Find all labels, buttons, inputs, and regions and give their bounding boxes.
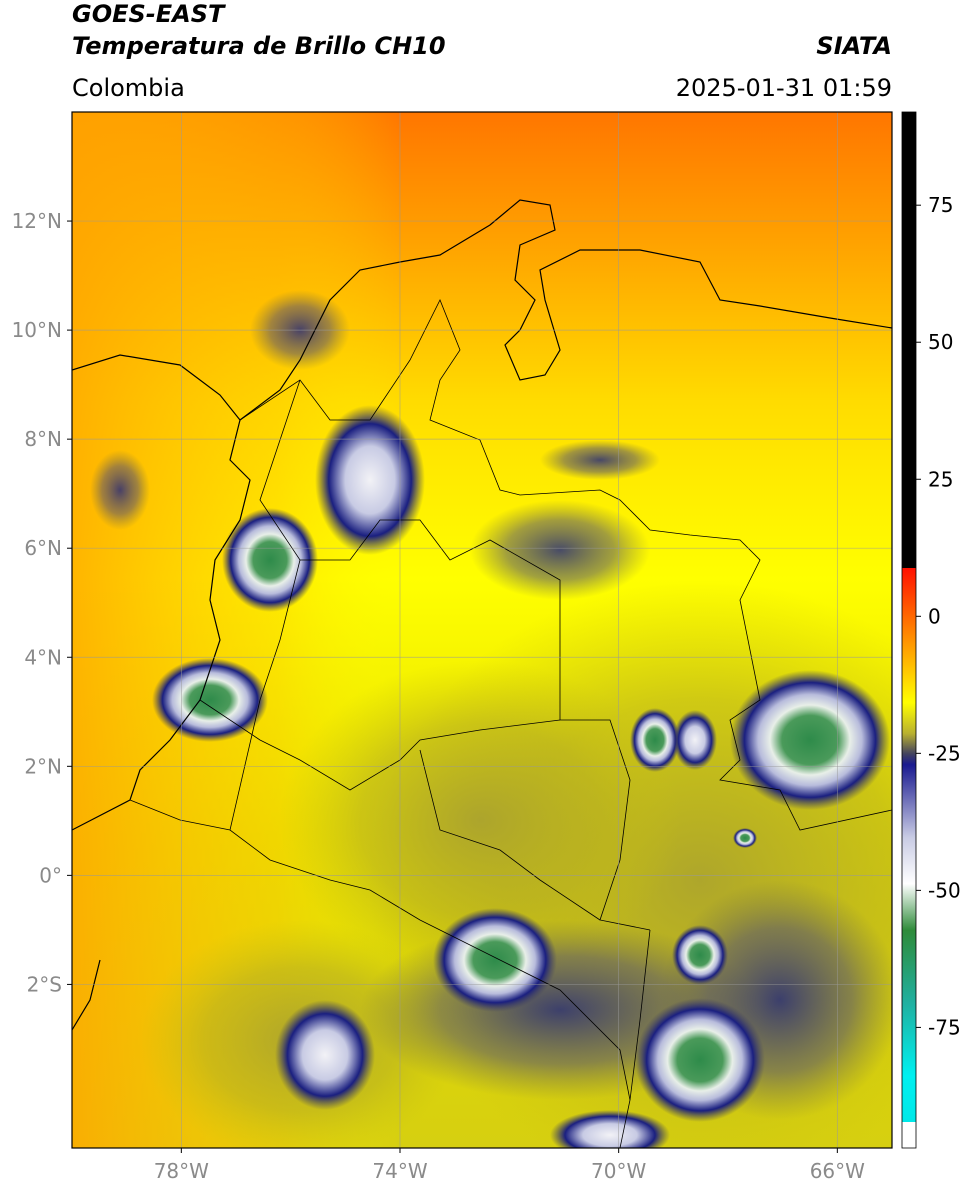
lat-tick-label: 10°N bbox=[12, 318, 62, 342]
datetime: 2025-01-31 01:59 bbox=[676, 74, 892, 102]
colorbar-tick-label: 0 bbox=[928, 604, 941, 628]
lon-tick-label: 74°W bbox=[372, 1159, 427, 1183]
colorbar bbox=[901, 111, 917, 1149]
graticule bbox=[72, 112, 892, 1148]
lon-tick-label: 70°W bbox=[591, 1159, 646, 1183]
lat-tick-label: 0° bbox=[39, 863, 62, 887]
lat-tick-label: 4°N bbox=[24, 645, 62, 669]
lat-tick-label: 2°N bbox=[24, 754, 62, 778]
map-frame bbox=[71, 111, 893, 1149]
colorbar-tick-label: 75 bbox=[928, 193, 953, 217]
region: Colombia bbox=[72, 74, 185, 102]
colorbar-tick-label: 25 bbox=[928, 467, 953, 491]
subtitle: Temperatura de Brillo CH10 bbox=[72, 32, 446, 60]
map-imagery bbox=[72, 112, 892, 1148]
lon-tick-label: 78°W bbox=[154, 1159, 209, 1183]
title: GOES-EAST bbox=[72, 0, 226, 28]
lon-tick-label: 66°W bbox=[810, 1159, 865, 1183]
colorbar-tick-label: -50 bbox=[928, 878, 961, 902]
lat-tick-label: 12°N bbox=[12, 209, 62, 233]
source: SIATA bbox=[816, 32, 892, 60]
lat-tick-label: 8°N bbox=[24, 427, 62, 451]
colorbar-tick-label: -25 bbox=[928, 741, 961, 765]
lat-tick-label: 2°S bbox=[27, 972, 62, 996]
colorbar-tick-label: 50 bbox=[928, 330, 953, 354]
colorbar-tick-label: -75 bbox=[928, 1015, 961, 1039]
lat-tick-label: 6°N bbox=[24, 536, 62, 560]
